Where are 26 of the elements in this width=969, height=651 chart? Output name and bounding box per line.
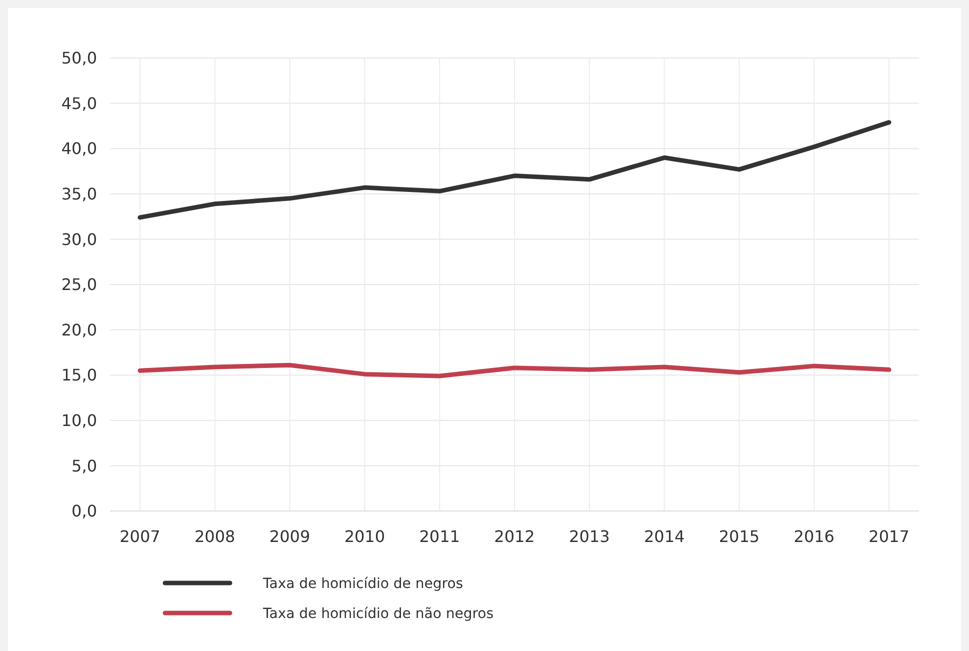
y-tick-label: 30,0 <box>61 230 97 249</box>
y-tick-label: 0,0 <box>72 502 97 521</box>
y-tick-label: 5,0 <box>72 456 97 476</box>
y-tick-label: 25,0 <box>61 275 97 294</box>
x-tick-label: 2017 <box>868 527 910 546</box>
x-tick-label: 2015 <box>718 527 760 546</box>
y-tick-label: 45,0 <box>61 94 97 113</box>
y-tick-label: 20,0 <box>61 320 97 340</box>
x-tick-label: 2013 <box>569 527 610 546</box>
x-tick-label: 2014 <box>644 527 685 546</box>
line-series <box>138 362 892 378</box>
legend-label: Taxa de homicídio de não negros <box>262 606 494 622</box>
y-tick-label: 50,0 <box>61 48 97 68</box>
x-tick-label: 2016 <box>794 527 834 546</box>
y-tick-label: 40,0 <box>61 139 97 158</box>
y-tick-label: 10,0 <box>61 411 97 430</box>
x-tick-label: 2007 <box>120 527 160 546</box>
x-tick-label: 2011 <box>419 527 460 546</box>
x-tick-label: 2012 <box>494 527 535 546</box>
x-tick-label: 2010 <box>344 527 386 546</box>
y-tick-label: 35,0 <box>61 184 97 204</box>
x-tick-label: 2008 <box>194 527 236 546</box>
x-tick-label: 2009 <box>269 527 310 546</box>
line-series <box>138 120 892 220</box>
y-tick-label: 15,0 <box>61 366 97 385</box>
legend-label: Taxa de homicídio de negros <box>262 576 464 592</box>
